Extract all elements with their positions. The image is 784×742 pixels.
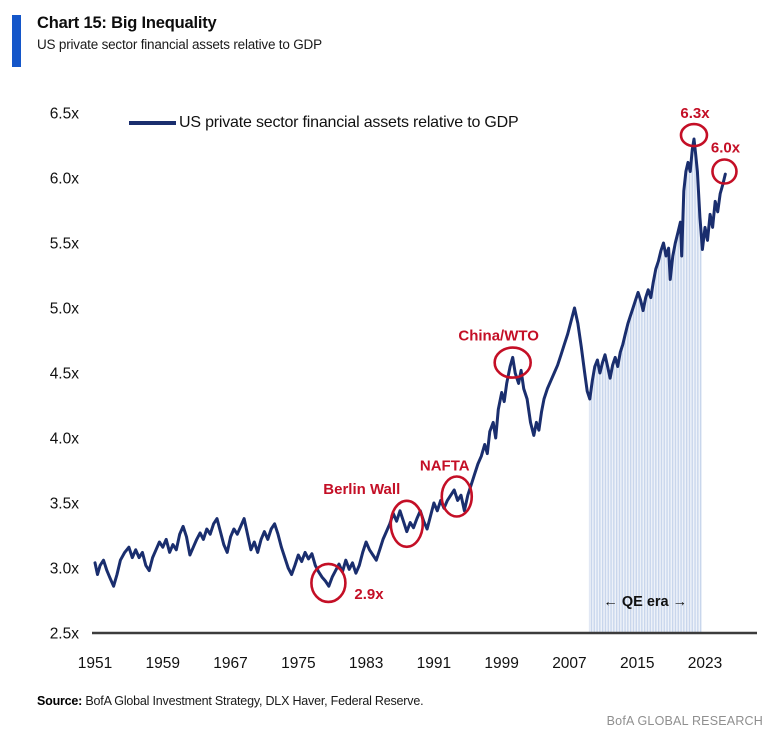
- y-axis-tick-label: 6.0x: [50, 171, 80, 188]
- y-axis-tick-label: 3.5x: [50, 496, 80, 513]
- y-axis-tick-label: 5.5x: [50, 236, 80, 253]
- title-accent-bar: [12, 15, 21, 67]
- annotation-circle-china-wto: [493, 346, 532, 379]
- annotation-label-nafta: NAFTA: [420, 458, 470, 475]
- legend-label: US private sector financial assets relat…: [179, 114, 519, 131]
- annotation-circle-low-1978: [310, 562, 347, 604]
- annotation-circle-berlin-wall: [389, 499, 425, 549]
- source-prefix: Source:: [37, 694, 83, 708]
- annotation-label-berlin-wall: Berlin Wall: [323, 481, 400, 498]
- annotation-label-low-1978: 2.9x: [354, 586, 384, 603]
- qe-era-label: ← QE era →: [603, 594, 687, 610]
- source-note: Source: BofA Global Investment Strategy,…: [37, 694, 424, 708]
- y-axis-tick-label: 6.5x: [50, 106, 80, 123]
- chart-title: Chart 15: Big Inequality: [37, 14, 217, 32]
- x-axis-tick-label: 1999: [484, 655, 518, 672]
- legend-line-swatch: [129, 121, 176, 125]
- x-axis-tick-label: 2023: [688, 655, 722, 672]
- annotation-label-peak-2021: 6.3x: [680, 105, 710, 122]
- x-axis-tick-label: 1967: [213, 655, 247, 672]
- x-axis-tick-label: 1975: [281, 655, 315, 672]
- x-axis-tick-label: 1983: [349, 655, 383, 672]
- chart-legend: US private sector financial assets relat…: [129, 114, 519, 132]
- y-axis-tick-label: 3.0x: [50, 561, 80, 578]
- annotation-circle-nafta: [440, 475, 474, 518]
- chart-subtitle: US private sector financial assets relat…: [37, 37, 322, 52]
- x-axis-tick-label: 2007: [552, 655, 586, 672]
- annotation-label-china-wto: China/WTO: [458, 328, 539, 345]
- annotation-label-end-2024: 6.0x: [711, 140, 741, 157]
- y-axis-tick-label: 2.5x: [50, 626, 80, 643]
- y-axis-tick-label: 4.0x: [50, 431, 80, 448]
- y-axis-tick-label: 5.0x: [50, 301, 80, 318]
- annotation-circle-end-2024: [711, 158, 738, 185]
- x-axis-tick-label: 1959: [146, 655, 180, 672]
- annotation-circle-peak-2021: [679, 122, 709, 148]
- source-text: BofA Global Investment Strategy, DLX Hav…: [82, 694, 424, 708]
- x-axis-tick-label: 1951: [78, 655, 112, 672]
- chart-header: Chart 15: Big Inequality US private sect…: [37, 14, 322, 52]
- x-axis-tick-label: 1991: [417, 655, 451, 672]
- x-axis-tick-label: 2015: [620, 655, 654, 672]
- brand-mark: BofA GLOBAL RESEARCH: [606, 714, 763, 728]
- y-axis-tick-label: 4.5x: [50, 366, 80, 383]
